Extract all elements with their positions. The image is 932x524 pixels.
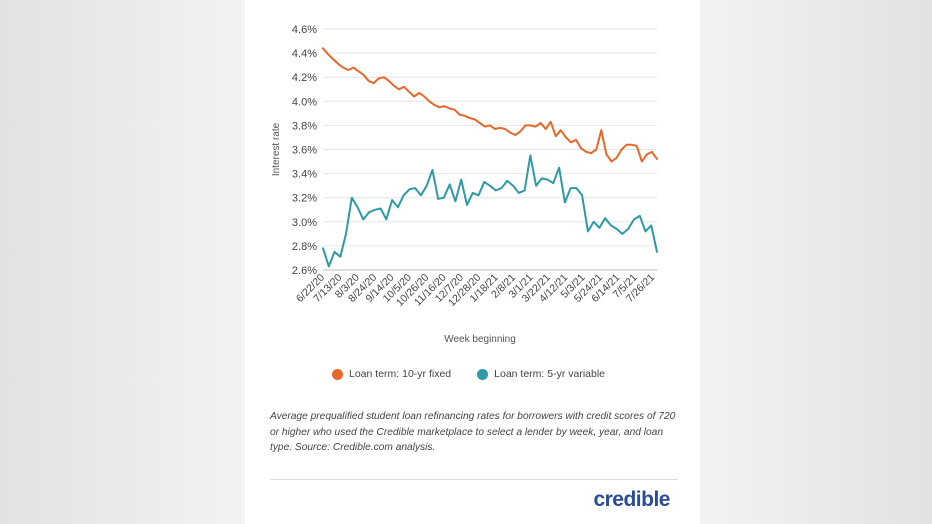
y-tick-label: 4.2%: [292, 72, 317, 84]
line-chart: 2.6% 2.8% 3.0% 3.2% 3.4% 3.6% 3.8% 4.0% 4.2% 4.4%…: [271, 24, 658, 345]
divider: [270, 479, 678, 480]
y-tick-label: 2.8%: [292, 241, 317, 253]
background-left: [0, 0, 245, 524]
y-tick-label: 3.4%: [292, 169, 317, 181]
credible-logo: credible: [593, 488, 670, 511]
series-line-5yr-variable: [322, 154, 658, 268]
y-tick-label: 4.0%: [292, 96, 317, 108]
y-tick-label: 3.8%: [292, 120, 317, 132]
legend: Loan term: 10-yr fixed Loan term: 5-yr v…: [332, 368, 632, 380]
x-axis-title: Week beginning: [444, 334, 516, 345]
background-right: [700, 0, 932, 524]
chart-caption: Average prequalified student loan refina…: [270, 411, 676, 453]
chart-card: 2.6% 2.8% 3.0% 3.2% 3.4% 3.6% 3.8% 4.0% 4.2% 4.4%…: [245, 0, 700, 524]
y-tick-label: 3.2%: [292, 193, 317, 205]
y-tick-label: 4.4%: [292, 48, 317, 60]
legend-swatch-5yr-variable: [477, 368, 489, 380]
y-tick-label: 3.6%: [292, 145, 317, 157]
legend-label-10yr-fixed: Loan term: 10-yr fixed: [349, 368, 452, 380]
y-tick-label: 4.6%: [292, 24, 317, 36]
y-tick-label: 3.0%: [292, 217, 317, 229]
y-axis-title: Interest rate: [271, 122, 282, 176]
legend-swatch-10yr-fixed: [332, 368, 343, 380]
legend-item-10yr-fixed: Loan term: 10-yr fixed: [332, 368, 451, 380]
y-tick-label: 2.6%: [292, 265, 317, 277]
legend-label-5yr-variable: Loan term: 5-yr variable: [494, 368, 606, 380]
legend-item-5yr-variable: Loan term: 5-yr variable: [477, 368, 605, 380]
series-line-10yr-fixed: [322, 47, 658, 163]
